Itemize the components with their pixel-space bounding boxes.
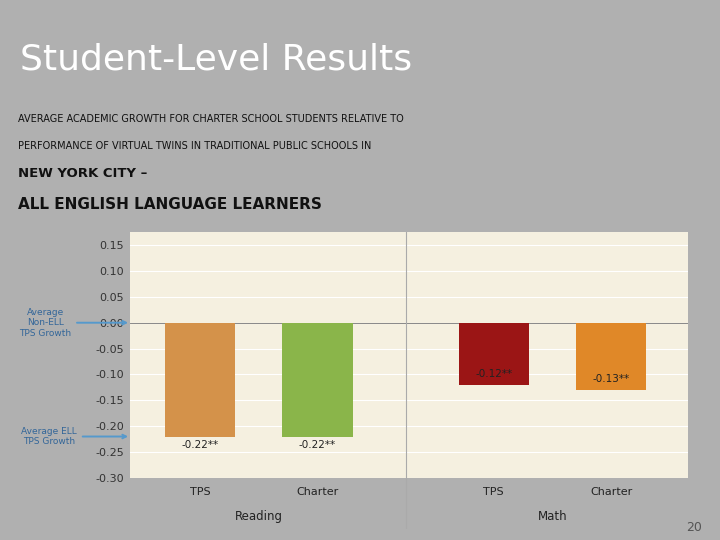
- Bar: [165, 323, 235, 436]
- Text: 20: 20: [686, 521, 702, 534]
- Text: Math: Math: [538, 510, 567, 523]
- Text: Average ELL
TPS Growth: Average ELL TPS Growth: [22, 427, 126, 446]
- Text: -0.22**: -0.22**: [299, 440, 336, 450]
- Text: Student-Level Results: Student-Level Results: [20, 43, 413, 76]
- Text: -0.13**: -0.13**: [593, 374, 630, 384]
- Text: Charter: Charter: [297, 487, 338, 497]
- Text: PERFORMANCE OF VIRTUAL TWINS IN TRADITIONAL PUBLIC SCHOOLS IN: PERFORMANCE OF VIRTUAL TWINS IN TRADITIO…: [18, 141, 372, 151]
- Text: TPS: TPS: [483, 487, 504, 497]
- Bar: [459, 323, 529, 385]
- Text: NEW YORK CITY –: NEW YORK CITY –: [18, 167, 148, 180]
- Text: -0.22**: -0.22**: [181, 440, 219, 450]
- Text: Charter: Charter: [590, 487, 632, 497]
- Text: Reading: Reading: [235, 510, 283, 523]
- Text: AVERAGE ACADEMIC GROWTH FOR CHARTER SCHOOL STUDENTS RELATIVE TO: AVERAGE ACADEMIC GROWTH FOR CHARTER SCHO…: [18, 114, 404, 124]
- Text: TPS: TPS: [190, 487, 210, 497]
- Text: -0.12**: -0.12**: [475, 369, 513, 379]
- Bar: [576, 323, 647, 390]
- Text: ALL ENGLISH LANGUAGE LEARNERS: ALL ENGLISH LANGUAGE LEARNERS: [18, 197, 322, 212]
- Text: Average
Non-ELL
TPS Growth: Average Non-ELL TPS Growth: [19, 308, 126, 338]
- Bar: [282, 323, 353, 436]
